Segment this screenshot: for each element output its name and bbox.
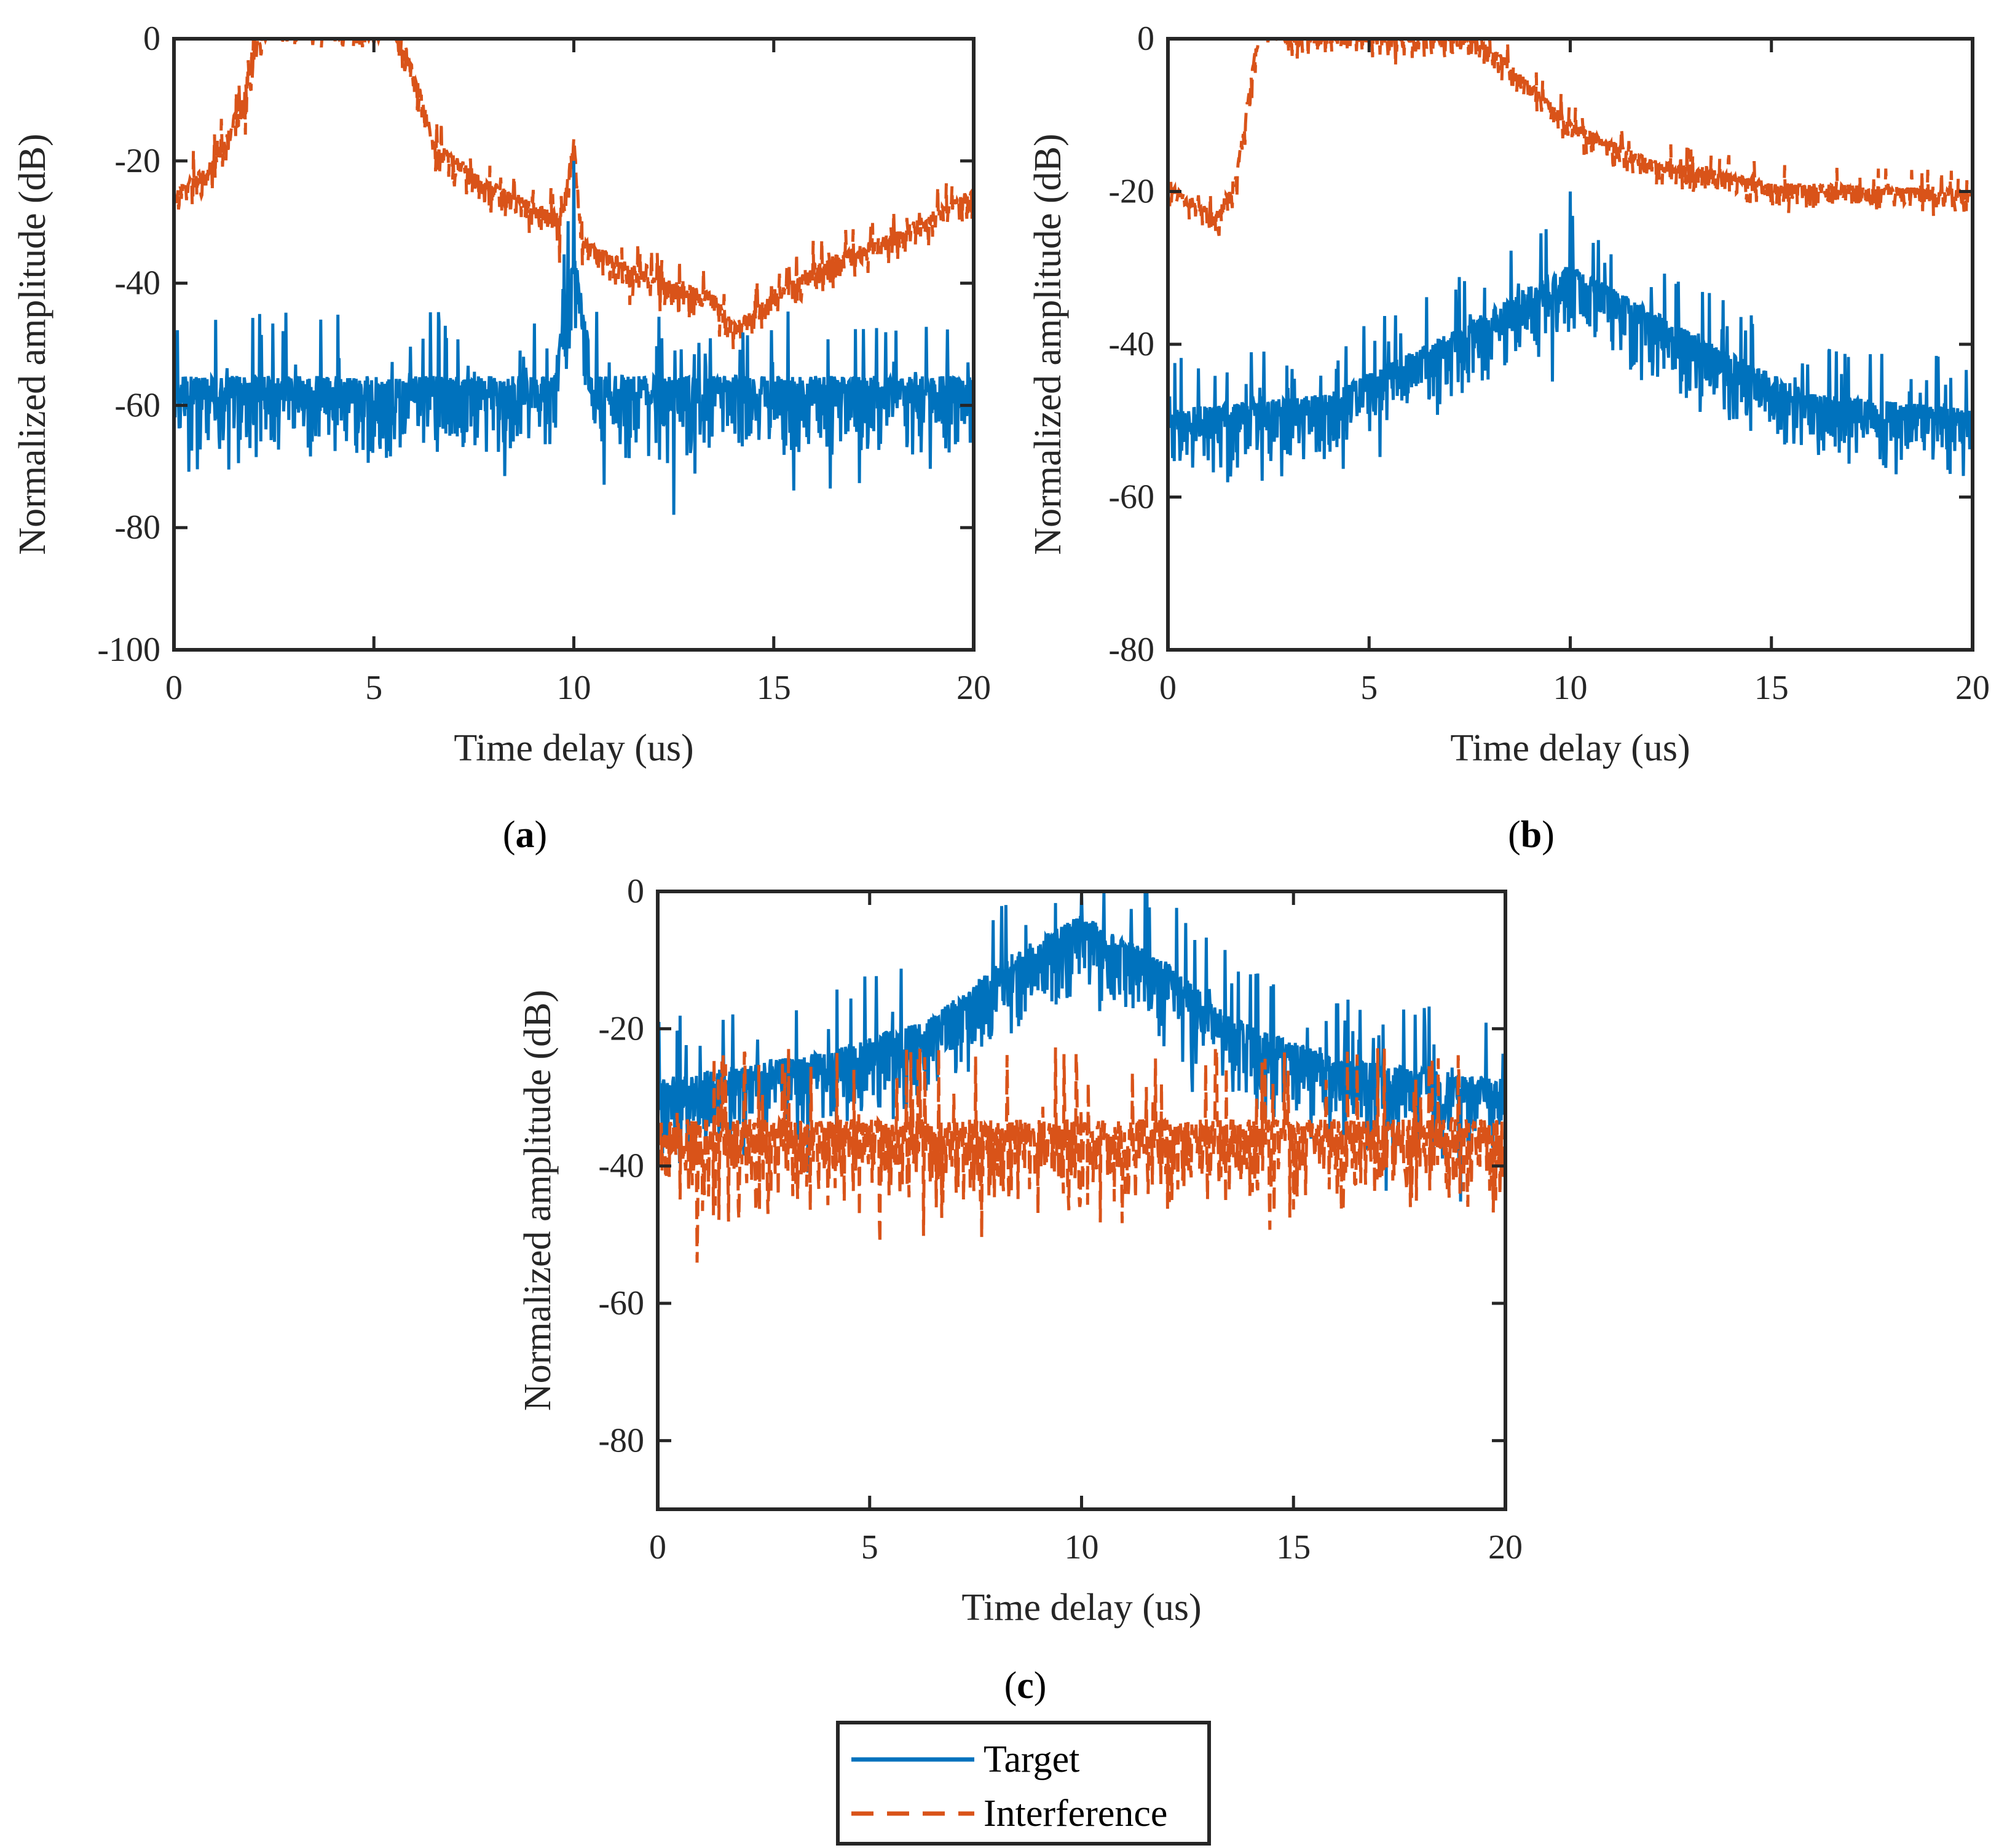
- legend-box: [836, 1721, 1211, 1846]
- series-target-line: [1168, 191, 1973, 483]
- y-tick-label: 0: [1137, 20, 1154, 58]
- x-tick-label: 20: [956, 669, 991, 707]
- x-tick-label: 10: [1553, 669, 1588, 707]
- y-tick-label: -20: [114, 142, 160, 180]
- legend-label-target: Target: [984, 1739, 1079, 1780]
- y-tick-label: 0: [143, 20, 160, 58]
- series-interference-line: [174, 39, 974, 349]
- x-axis-label: Time delay (us): [1450, 727, 1690, 769]
- x-tick-label: 10: [1065, 1528, 1099, 1566]
- x-tick-label: 0: [649, 1528, 666, 1566]
- subplot-a: 0 5 10 15 20 0 -20 -40 -60 -80 -100 Time delay (us)…: [12, 20, 991, 856]
- x-tick-label: 5: [1360, 669, 1378, 707]
- x-tick-label: 5: [861, 1528, 878, 1566]
- subplot-caption: (b): [1508, 814, 1555, 856]
- legend-label-interference: Interference: [984, 1793, 1167, 1834]
- y-tick-label: 0: [627, 872, 644, 910]
- series-target-line: [658, 891, 1505, 1202]
- y-tick-label: -40: [598, 1147, 644, 1185]
- x-tick-label: 15: [757, 669, 791, 707]
- x-tick-label: 15: [1754, 669, 1789, 707]
- y-tick-label: -20: [1108, 173, 1154, 211]
- y-axis-label: Normalized amplitude (dB): [12, 133, 53, 555]
- axes-box: [1166, 37, 1974, 652]
- y-tick-label: -60: [598, 1284, 644, 1322]
- legend: Target Interference: [836, 1721, 1211, 1846]
- x-tick-label: 20: [1488, 1528, 1523, 1566]
- x-tick-label: 20: [1955, 669, 1990, 707]
- y-tick-label: -100: [97, 631, 160, 669]
- subplot-b: 0 5 10 15 20 0 -20 -40 -60 -80 Time delay (us) Norm…: [1027, 20, 1990, 856]
- y-tick-label: -60: [1108, 478, 1154, 516]
- subplot-c: 0 5 10 15 20 0 -20 -40 -60 -80 Time delay (us) Norm…: [517, 872, 1523, 1707]
- y-tick-label: -40: [1108, 325, 1154, 363]
- y-axis-label: Normalized amplitude (dB): [517, 990, 559, 1411]
- x-tick-label: 0: [1159, 669, 1177, 707]
- subplot-caption: (c): [1004, 1665, 1047, 1707]
- axes-box: [172, 37, 976, 652]
- x-axis-label: Time delay (us): [454, 727, 693, 769]
- y-tick-label: -80: [1108, 631, 1154, 669]
- y-tick-label: -80: [598, 1421, 644, 1459]
- y-tick-label: -40: [114, 264, 160, 302]
- y-tick-label: -60: [114, 386, 160, 424]
- series-interference-line: [1168, 39, 1973, 236]
- y-tick-label: -20: [598, 1009, 644, 1048]
- x-tick-label: 15: [1276, 1528, 1311, 1566]
- x-tick-label: 5: [365, 669, 382, 707]
- y-tick-label: -80: [114, 508, 160, 547]
- series-target-line: [174, 160, 974, 515]
- x-tick-label: 10: [557, 669, 591, 707]
- subplot-caption: (a): [503, 814, 547, 856]
- x-tick-label: 0: [165, 669, 183, 707]
- x-axis-label: Time delay (us): [961, 1587, 1201, 1629]
- y-axis-label: Normalized amplitude (dB): [1027, 133, 1069, 555]
- series-interference-line: [658, 1047, 1505, 1263]
